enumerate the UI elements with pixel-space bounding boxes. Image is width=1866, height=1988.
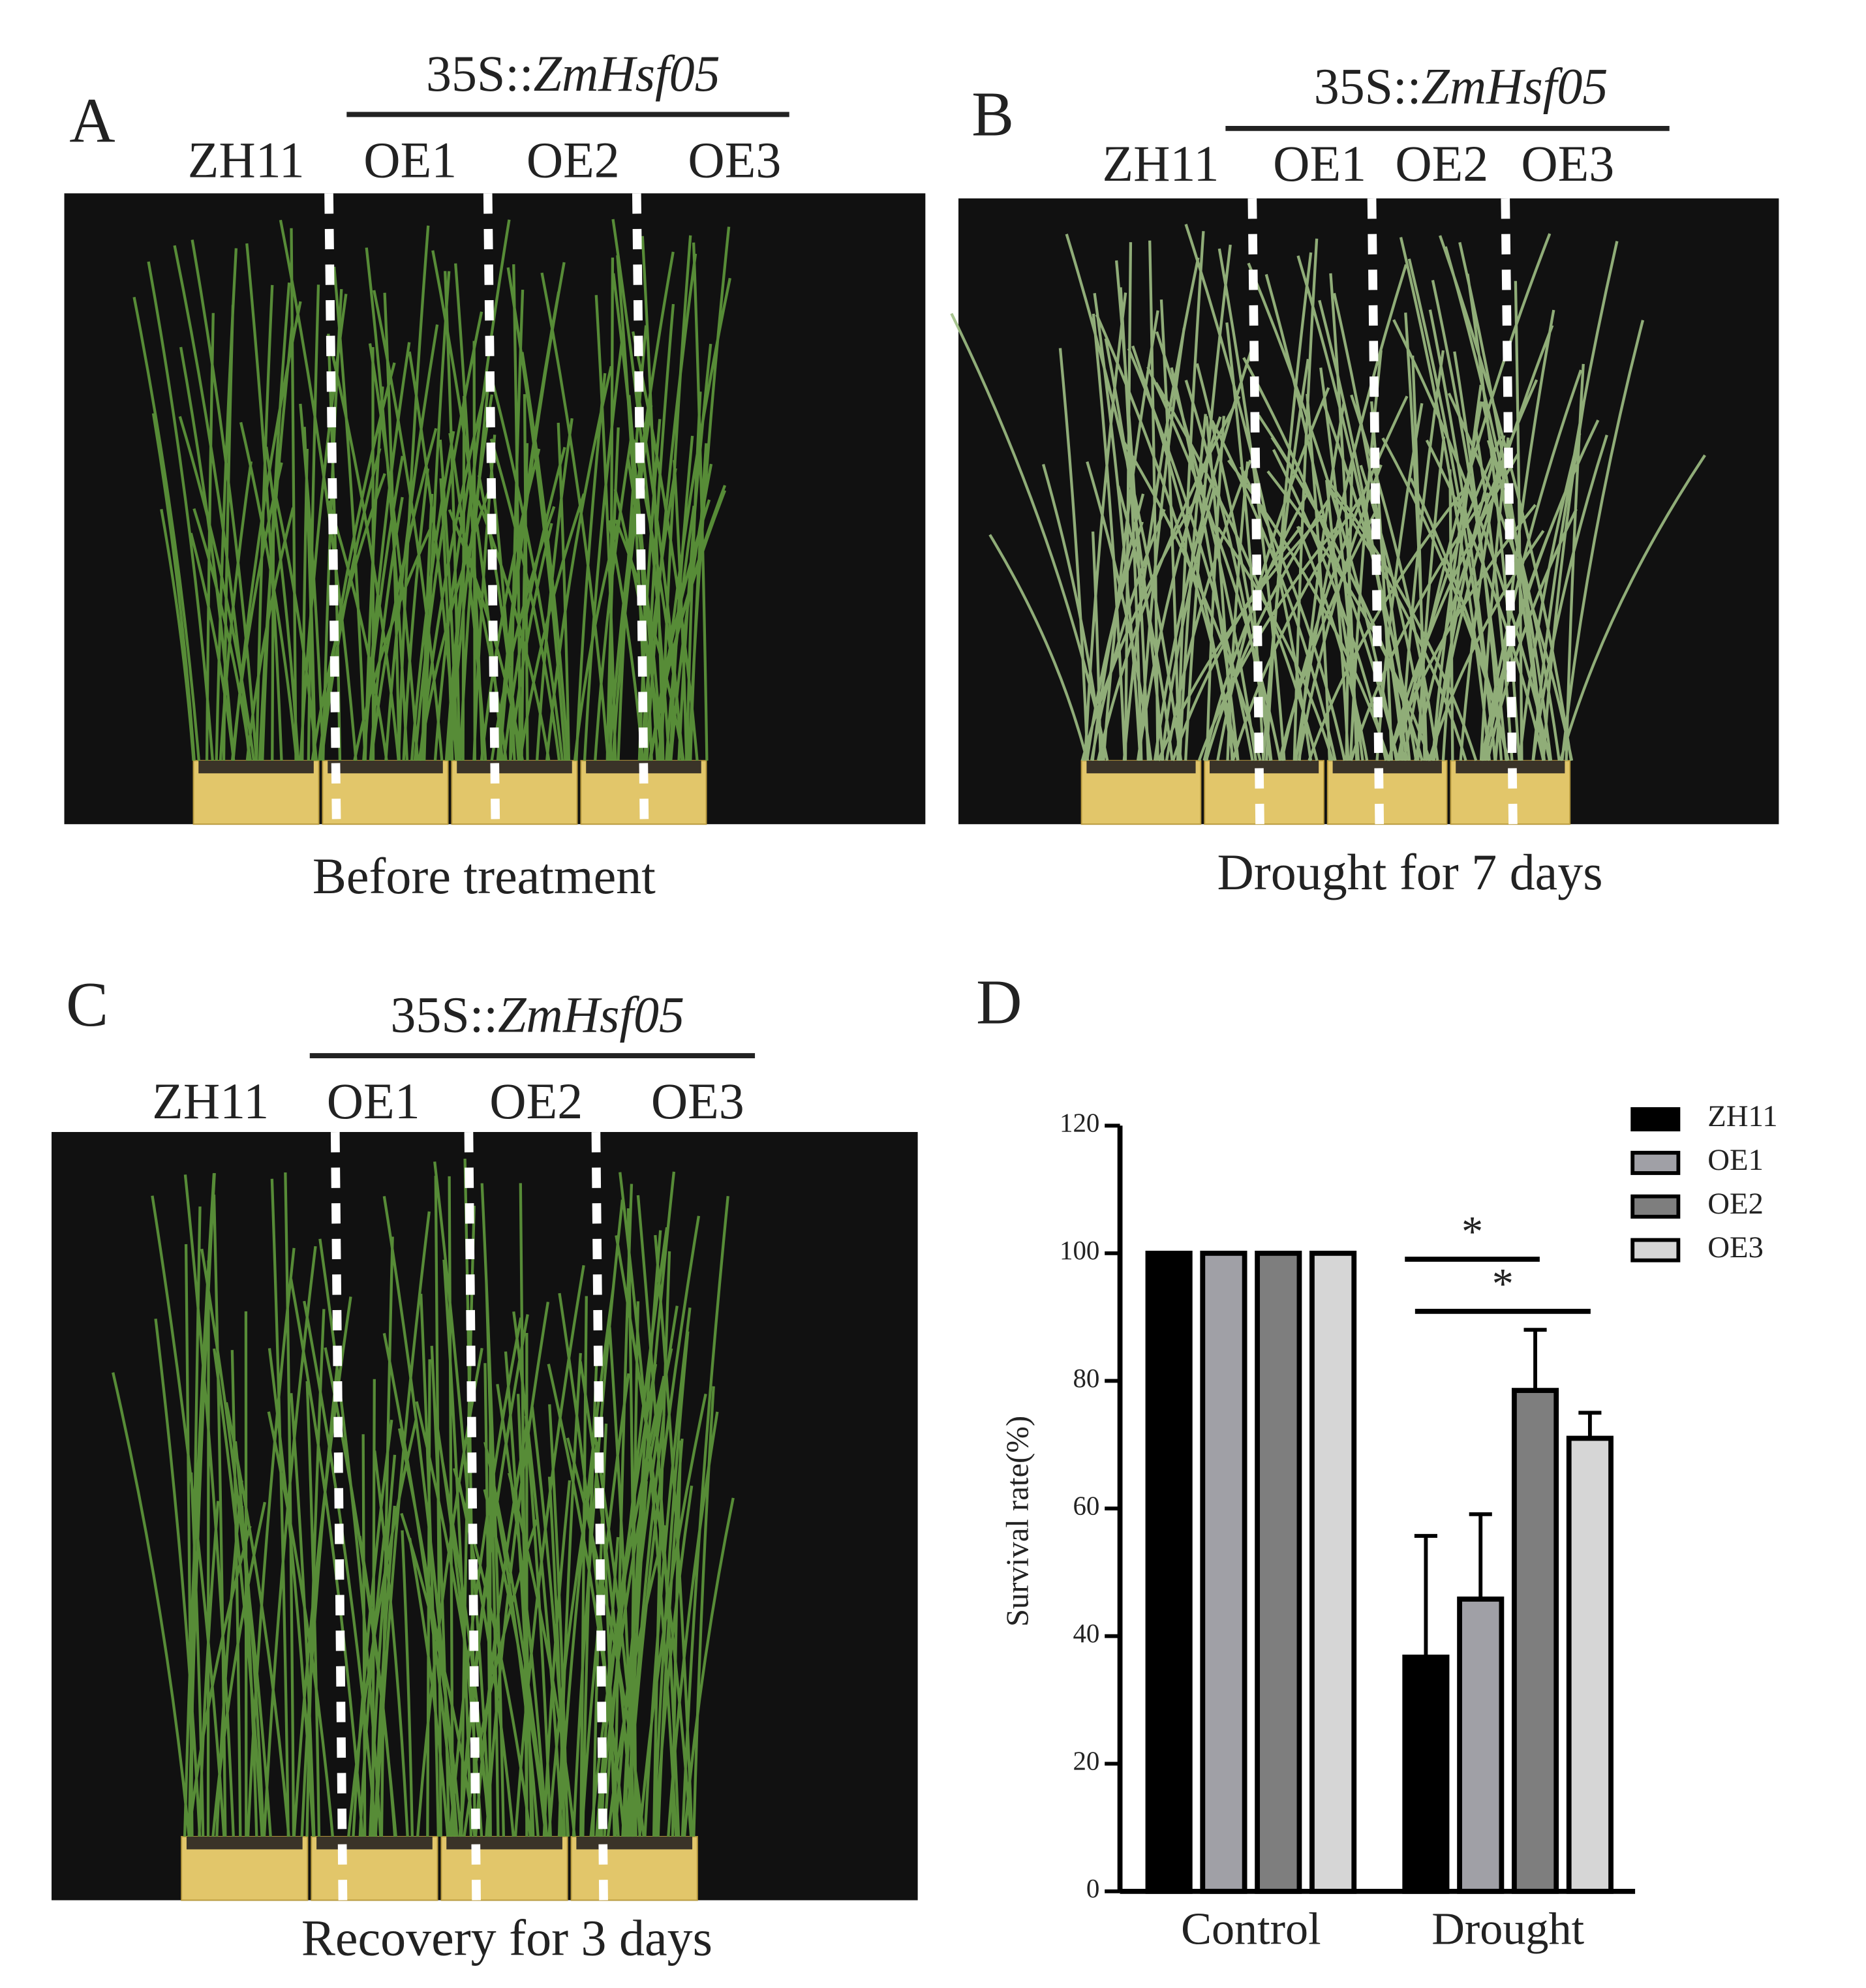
bar: [1512, 1388, 1559, 1894]
bar: [1457, 1597, 1505, 1894]
legend-swatch: [1630, 1107, 1681, 1132]
genotype-label: OE1: [1273, 136, 1366, 192]
construct-label: 35S::ZmHsf05: [426, 46, 720, 102]
error-bar: [1469, 1512, 1492, 1599]
panel-letter: D: [976, 967, 1022, 1037]
x-tick-label: Drought: [1431, 1903, 1584, 1954]
panel-letter: A: [69, 85, 115, 156]
plant-leaves: [132, 219, 731, 761]
genotype-label: OE1: [327, 1073, 420, 1129]
panel-letter: B: [971, 80, 1014, 150]
y-tick-label: 40: [1073, 1619, 1099, 1648]
genotype-label: OE2: [489, 1073, 583, 1129]
legend-label: OE1: [1707, 1143, 1764, 1177]
genotype-label: ZH11: [152, 1073, 269, 1129]
construct-gene: ZmHsf05: [1421, 58, 1608, 114]
caption: Drought for 7 days: [1217, 844, 1602, 900]
soil: [446, 1837, 562, 1850]
soil: [1456, 760, 1565, 774]
soil: [198, 760, 314, 774]
legend-label: OE3: [1707, 1231, 1764, 1264]
bar: [1566, 1435, 1614, 1894]
construct-label: 35S::ZmHsf05: [1314, 58, 1608, 114]
legend-label: OE2: [1707, 1187, 1764, 1221]
y-tick-label: 120: [1060, 1109, 1099, 1138]
bar: [1200, 1250, 1247, 1894]
soil: [457, 760, 572, 774]
y-tick-label: 80: [1073, 1364, 1099, 1393]
legend-swatch: [1630, 1238, 1681, 1262]
construct-promoter: 35S::: [426, 46, 534, 102]
photo-background: [958, 198, 1779, 825]
soil: [1086, 760, 1196, 774]
y-tick-label: 100: [1060, 1236, 1099, 1265]
caption: Recovery for 3 days: [301, 1910, 712, 1966]
y-tick-label: 20: [1073, 1747, 1099, 1776]
significance-label: *: [1461, 1208, 1483, 1256]
genotype-label: OE1: [363, 132, 457, 188]
legend-swatch: [1630, 1150, 1681, 1175]
soil: [186, 1837, 303, 1850]
plant-leaves: [950, 224, 1706, 761]
soil: [316, 1837, 433, 1850]
significance-label: *: [1492, 1261, 1514, 1308]
error-bar: [1578, 1411, 1602, 1439]
genotype-label: OE2: [1395, 136, 1488, 192]
genotype-label: ZH11: [188, 132, 305, 188]
bar: [1309, 1250, 1357, 1894]
genotype-label: OE3: [651, 1073, 744, 1129]
error-bar: [1523, 1328, 1547, 1391]
bar: [1402, 1655, 1450, 1894]
genotype-label: OE2: [527, 132, 620, 188]
genotype-label: ZH11: [1102, 136, 1219, 192]
construct-label: 35S::ZmHsf05: [390, 986, 684, 1043]
bar: [1255, 1250, 1302, 1894]
soil: [1332, 760, 1442, 774]
error-bar: [1414, 1534, 1437, 1657]
y-tick-label: 0: [1086, 1874, 1099, 1903]
construct-gene: ZmHsf05: [498, 986, 684, 1043]
y-tick-label: 60: [1073, 1491, 1099, 1520]
genotype-label: OE3: [1521, 136, 1614, 192]
soil: [576, 1837, 693, 1850]
legend-swatch: [1630, 1194, 1681, 1219]
caption: Before treatment: [313, 848, 656, 904]
x-tick-label: Control: [1181, 1903, 1321, 1954]
bar: [1145, 1250, 1193, 1894]
genotype-label: OE3: [688, 132, 781, 188]
y-axis-label: Survival rate(%): [1000, 1416, 1035, 1627]
panel-letter: C: [66, 970, 108, 1040]
plant-leaves: [112, 1158, 735, 1837]
legend-label: ZH11: [1707, 1099, 1777, 1133]
soil: [328, 760, 443, 774]
soil: [1210, 760, 1319, 774]
construct-promoter: 35S::: [390, 986, 498, 1043]
construct-gene: ZmHsf05: [534, 46, 720, 102]
construct-promoter: 35S::: [1314, 58, 1422, 114]
